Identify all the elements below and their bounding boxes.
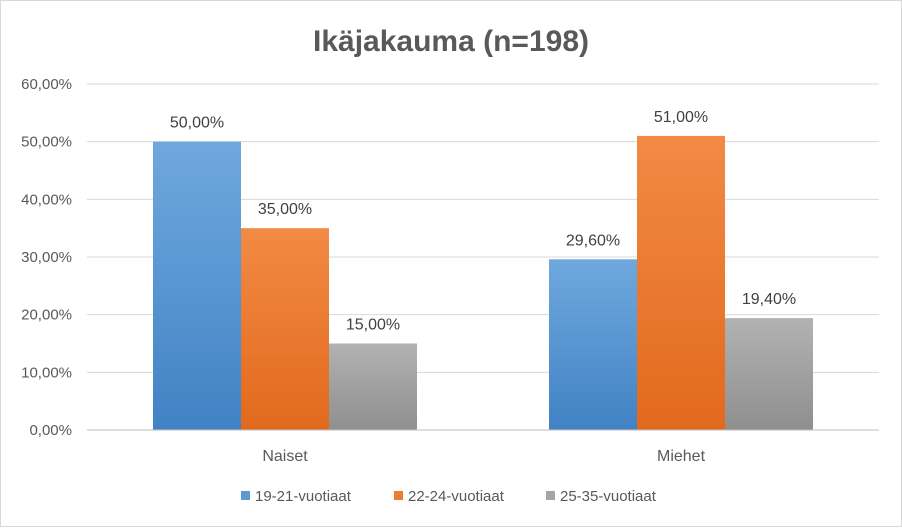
data-label: 50,00% bbox=[170, 115, 224, 132]
chart-title: Ikäjakauma (n=198) bbox=[313, 25, 589, 58]
legend-swatch bbox=[394, 491, 403, 500]
y-axis: 0,00% 10,00% 20,00% 30,00% 40,00% 50,00% 60,00… bbox=[21, 76, 72, 439]
y-tick-label: 50,00% bbox=[21, 134, 72, 151]
y-tick-label: 20,00% bbox=[21, 307, 72, 324]
x-axis: Naiset Miehet bbox=[87, 429, 879, 465]
y-tick-label: 10,00% bbox=[21, 364, 72, 381]
legend-swatch bbox=[546, 491, 555, 500]
x-tick-label: Miehet bbox=[657, 448, 706, 465]
legend-label: 25-35-vuotiaat bbox=[560, 488, 657, 505]
bar-19-21-vuotiaat-Miehet bbox=[549, 259, 637, 430]
bars bbox=[153, 135, 813, 430]
data-label: 29,60% bbox=[566, 232, 620, 249]
bar-22-24-vuotiaat-Naiset bbox=[241, 228, 329, 430]
y-tick-label: 30,00% bbox=[21, 249, 72, 266]
data-label: 35,00% bbox=[258, 201, 312, 218]
legend-label: 19-21-vuotiaat bbox=[255, 488, 352, 505]
data-label: 15,00% bbox=[346, 317, 400, 334]
x-tick-label: Naiset bbox=[262, 448, 308, 465]
y-tick-label: 60,00% bbox=[21, 76, 72, 93]
bar-25-35-vuotiaat-Naiset bbox=[329, 343, 417, 430]
y-tick-label: 40,00% bbox=[21, 191, 72, 208]
legend-swatch bbox=[241, 491, 250, 500]
data-label: 19,40% bbox=[742, 291, 796, 308]
bar-25-35-vuotiaat-Miehet bbox=[725, 318, 813, 430]
bar-22-24-vuotiaat-Miehet bbox=[637, 135, 725, 430]
legend-label: 22-24-vuotiaat bbox=[408, 488, 505, 505]
data-labels: 50,00% 35,00% 15,00% 29,60% 51,00% 19,40% bbox=[170, 109, 796, 334]
data-label: 51,00% bbox=[654, 109, 708, 126]
legend: 19-21-vuotiaat 22-24-vuotiaat 25-35-vuotia… bbox=[241, 488, 657, 505]
bar-19-21-vuotiaat-Naiset bbox=[153, 141, 241, 430]
y-tick-label: 0,00% bbox=[29, 422, 72, 439]
